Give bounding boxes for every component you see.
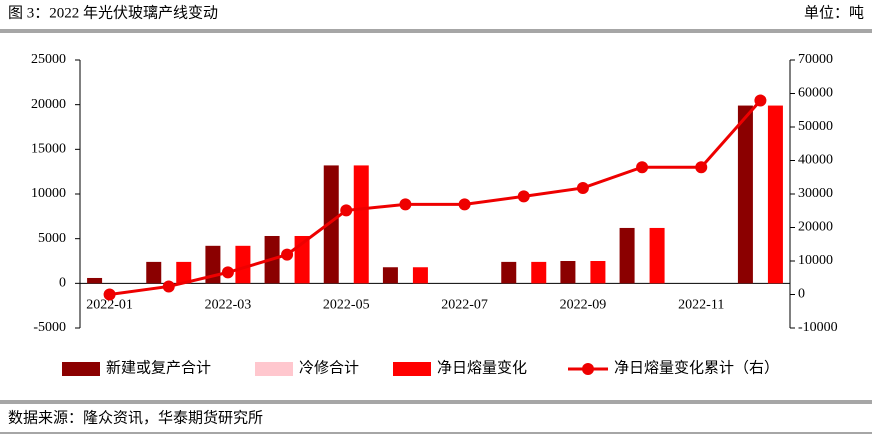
bar xyxy=(146,261,162,284)
y2-tick-label: 40000 xyxy=(798,153,833,168)
legend-label: 净日熔量变化累计（右） xyxy=(614,359,779,376)
y2-tick-label: 20000 xyxy=(798,220,833,235)
y2-tick-label: 50000 xyxy=(798,119,833,134)
unit-label: 单位：吨 xyxy=(804,4,864,21)
line-marker xyxy=(340,204,353,217)
y2-tick-label: -10000 xyxy=(798,320,838,335)
bar xyxy=(501,261,517,284)
x-tick-label: 2022-05 xyxy=(323,298,370,313)
x-tick-label: 2022-01 xyxy=(86,298,133,313)
line-marker xyxy=(636,161,649,174)
line-marker xyxy=(576,181,589,194)
bar xyxy=(382,267,398,284)
legend-swatch xyxy=(62,362,100,376)
line-marker xyxy=(754,94,767,107)
line-marker xyxy=(399,198,412,211)
y2-tick-label: 60000 xyxy=(798,86,833,101)
bar xyxy=(649,227,665,284)
y2-tick-label: 70000 xyxy=(798,52,833,67)
bar xyxy=(560,261,576,284)
y-tick-label: 0 xyxy=(59,276,66,291)
line-marker xyxy=(221,266,234,279)
legend-label: 新建或复产合计 xyxy=(106,358,211,376)
line xyxy=(109,99,762,296)
bar xyxy=(412,267,428,284)
legend-label: 冷修合计 xyxy=(299,359,359,376)
bar xyxy=(619,227,635,284)
bar xyxy=(737,105,753,284)
x-tick-label: 2022-09 xyxy=(560,298,607,313)
y2-tick-label: 10000 xyxy=(798,253,833,268)
bar xyxy=(590,261,606,284)
y2-tick-label: 0 xyxy=(798,287,805,302)
y-tick-label: -5000 xyxy=(33,320,66,335)
line-marker xyxy=(103,288,116,301)
bar xyxy=(87,277,103,284)
line-marker xyxy=(458,198,471,211)
source-note: 数据来源：隆众资讯，华泰期货研究所 xyxy=(8,409,263,426)
legend-label: 净日熔量变化 xyxy=(437,359,527,376)
line-marker xyxy=(281,248,294,261)
legend-swatch-marker xyxy=(582,363,594,375)
bar xyxy=(176,261,192,284)
line-marker xyxy=(517,190,530,203)
legend-swatch xyxy=(255,362,293,376)
bar xyxy=(323,165,339,284)
footer-rule xyxy=(0,400,872,404)
bar xyxy=(353,165,369,284)
bar xyxy=(531,261,547,284)
line-marker xyxy=(162,280,175,293)
y2-tick-label: 30000 xyxy=(798,186,833,201)
x-tick-label: 2022-11 xyxy=(678,298,724,313)
chart-title: 图 3：2022 年光伏玻璃产线变动 xyxy=(8,4,218,21)
line-marker xyxy=(695,161,708,174)
header-rule xyxy=(0,29,872,33)
y-tick-label: 20000 xyxy=(31,97,66,112)
y-tick-label: 25000 xyxy=(31,52,66,67)
bar xyxy=(235,245,251,284)
bar xyxy=(767,105,783,284)
x-tick-label: 2022-07 xyxy=(441,298,488,313)
y-tick-label: 5000 xyxy=(38,231,66,246)
legend-swatch xyxy=(393,362,431,376)
x-tick-label: 2022-03 xyxy=(205,298,252,313)
y-tick-label: 15000 xyxy=(31,142,66,157)
y-tick-label: 10000 xyxy=(31,186,66,201)
